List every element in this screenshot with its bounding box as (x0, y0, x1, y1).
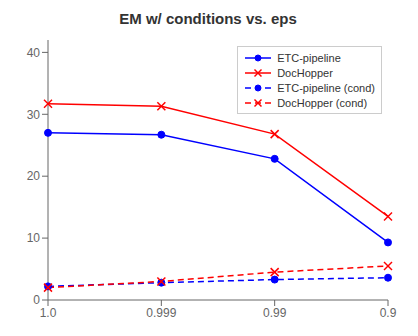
html-text:DocHopper: DocHopper (277, 66, 333, 79)
html-text:ETC-pipeline (cond): ETC-pipeline (cond) (277, 81, 375, 94)
html-text:EM w/ conditions vs. eps: EM w/ conditions vs. eps (119, 10, 297, 27)
svg-text:40: 40 (27, 46, 41, 60)
svg-text:0.999: 0.999 (146, 306, 176, 320)
html-text:DocHopper (cond): DocHopper (cond) (277, 96, 367, 109)
svg-text:0.9: 0.9 (380, 306, 397, 320)
svg-text:0: 0 (33, 293, 40, 307)
html-text:ETC-pipeline: ETC-pipeline (277, 51, 341, 64)
svg-text:0.99: 0.99 (263, 306, 287, 320)
svg-text:20: 20 (27, 169, 41, 183)
svg-text:1.0: 1.0 (40, 306, 57, 320)
svg-text:10: 10 (27, 231, 41, 245)
svg-text:30: 30 (27, 108, 41, 122)
